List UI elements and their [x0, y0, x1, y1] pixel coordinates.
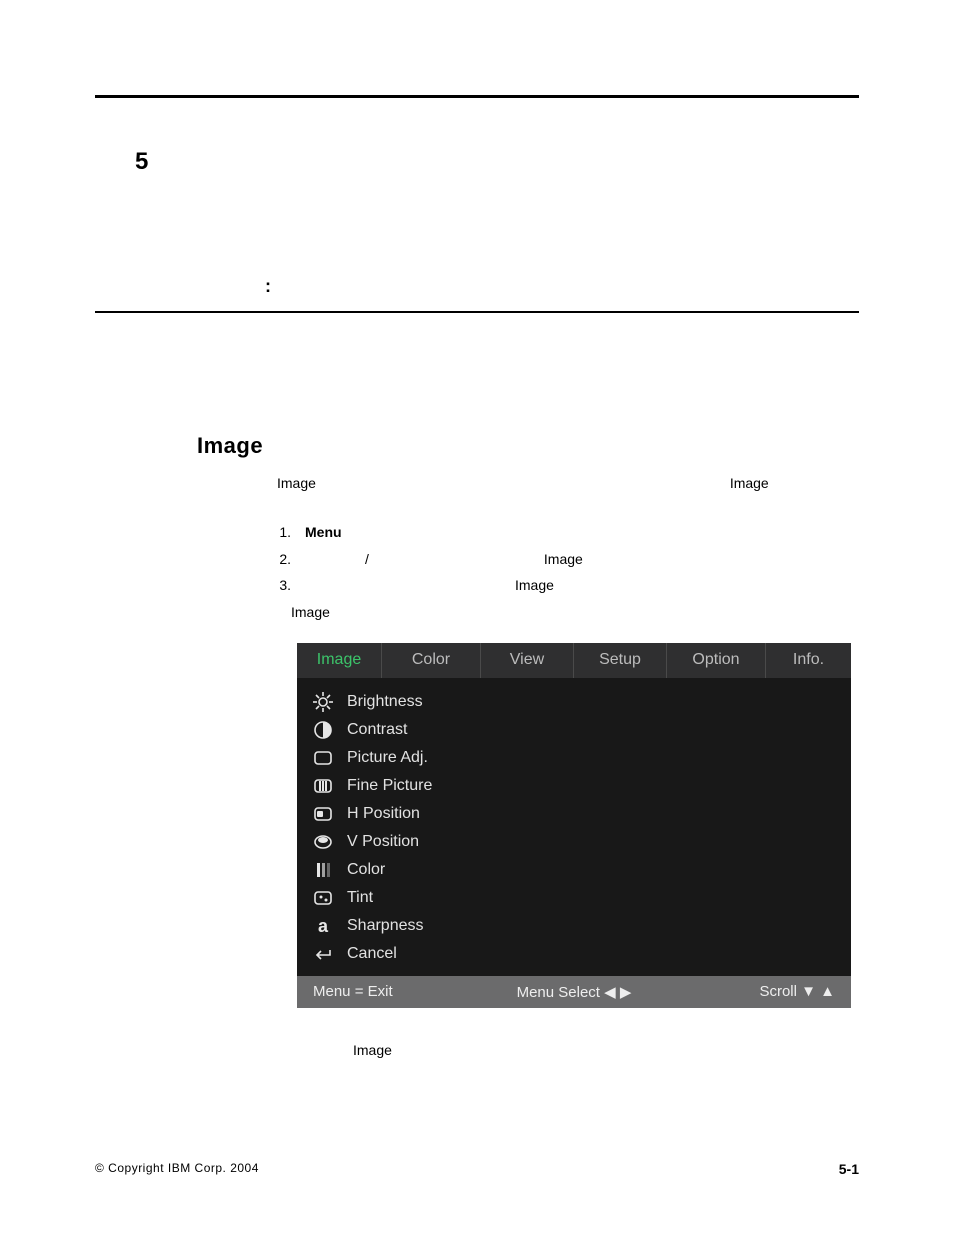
osd-item-label: Brightness	[347, 693, 423, 711]
colon-marker: :	[265, 276, 859, 297]
osd-tab-view[interactable]: View	[480, 643, 573, 678]
intro-left-word: Image	[277, 475, 316, 491]
section-heading-image: Image	[197, 433, 859, 459]
content-area: Image Image Image 1. Menu 2. / Image 3.	[197, 433, 859, 1058]
return-icon	[311, 944, 335, 964]
step-2: 2. / Image	[263, 546, 859, 573]
step-body: Image	[305, 572, 859, 599]
osd-item-cancel[interactable]: Cancel	[311, 940, 837, 968]
step-sub-image-word: Image	[291, 599, 859, 626]
step-1: 1. Menu	[263, 519, 859, 546]
page-number: 5-1	[839, 1161, 859, 1177]
osd-item-fine-picture[interactable]: Fine Picture	[311, 772, 837, 800]
step-body: / Image	[305, 546, 859, 573]
osd-item-label: V Position	[347, 833, 419, 851]
step-3: 3. Image	[263, 572, 859, 599]
osd-footer: Menu = Exit Menu Select ◀ ▶ Scroll ▼ ▲	[297, 976, 851, 1008]
osd-tab-option[interactable]: Option	[666, 643, 765, 678]
osd-item-contrast[interactable]: Contrast	[311, 716, 837, 744]
osd-item-picture-adj[interactable]: Picture Adj.	[311, 744, 837, 772]
post-osd-image-word: Image	[353, 1042, 859, 1058]
osd-item-h-position[interactable]: H Position	[311, 800, 837, 828]
osd-tab-color[interactable]: Color	[381, 643, 480, 678]
vposition-icon	[311, 832, 335, 852]
step3-image-word: Image	[515, 572, 554, 599]
steps-list: 1. Menu 2. / Image 3. Image	[263, 519, 859, 599]
osd-tab-bar: Image Color View Setup Option Info.	[297, 643, 851, 678]
osd-menu-screenshot: Image Color View Setup Option Info. Brig…	[297, 643, 851, 1008]
step-number: 2.	[263, 546, 291, 573]
sharpness-icon: a	[311, 916, 335, 936]
osd-footer-exit: Menu = Exit	[313, 983, 487, 1001]
osd-item-sharpness[interactable]: a Sharpness	[311, 912, 837, 940]
copyright-text: © Copyright IBM Corp. 2004	[95, 1161, 259, 1177]
osd-item-label: Color	[347, 861, 385, 879]
color-bars-icon	[311, 860, 335, 880]
osd-item-label: H Position	[347, 805, 420, 823]
osd-footer-scroll: Scroll ▼ ▲	[661, 983, 835, 1001]
menu-bold-label: Menu	[305, 524, 342, 540]
osd-item-label: Cancel	[347, 945, 397, 963]
step-number: 3.	[263, 572, 291, 599]
hposition-icon	[311, 804, 335, 824]
osd-item-label: Tint	[347, 889, 373, 907]
osd-item-label: Picture Adj.	[347, 749, 428, 767]
step-number: 1.	[263, 519, 291, 546]
tint-icon	[311, 888, 335, 908]
top-rule	[95, 95, 859, 98]
page-footer: © Copyright IBM Corp. 2004 5-1	[95, 1161, 859, 1177]
osd-tab-image[interactable]: Image	[297, 643, 381, 678]
osd-tab-setup[interactable]: Setup	[573, 643, 666, 678]
osd-footer-select: Menu Select ◀ ▶	[487, 983, 661, 1001]
intro-line: Image Image	[277, 475, 859, 491]
osd-item-label: Sharpness	[347, 917, 424, 935]
stripes-icon	[311, 776, 335, 796]
osd-tab-info[interactable]: Info.	[765, 643, 851, 678]
osd-item-color[interactable]: Color	[311, 856, 837, 884]
contrast-icon	[311, 720, 335, 740]
intro-right-word: Image	[730, 475, 769, 491]
slash-separator: /	[365, 546, 375, 573]
monitor-icon	[311, 748, 335, 768]
sun-icon	[311, 692, 335, 712]
osd-item-v-position[interactable]: V Position	[311, 828, 837, 856]
osd-item-list: Brightness Contrast Picture Adj.	[297, 678, 851, 976]
osd-item-label: Contrast	[347, 721, 407, 739]
step2-image-word: Image	[544, 546, 583, 573]
mid-rule	[95, 311, 859, 313]
osd-item-tint[interactable]: Tint	[311, 884, 837, 912]
chapter-number: 5	[135, 148, 859, 176]
step-body: Menu	[305, 519, 859, 546]
osd-item-brightness[interactable]: Brightness	[311, 688, 837, 716]
manual-page: 5 : Image Image Image 1. Menu 2. / Image	[0, 0, 954, 1235]
osd-item-label: Fine Picture	[347, 777, 432, 795]
